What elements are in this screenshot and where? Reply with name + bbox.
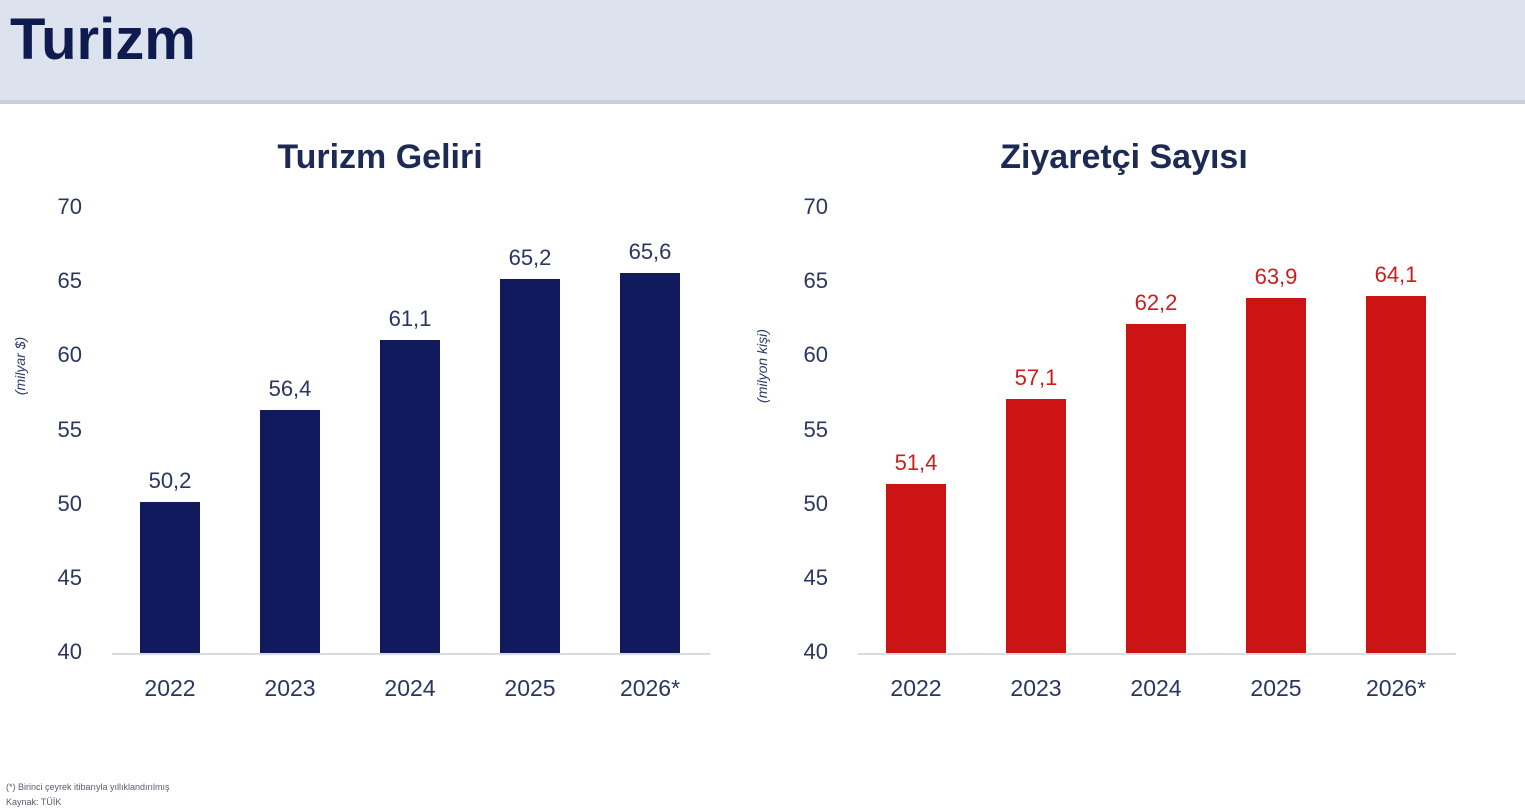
y-tick-label: 45 [803, 564, 828, 590]
bar-2025 [1246, 298, 1306, 653]
x-tick-label: 2025 [1250, 675, 1302, 701]
data-label: 64,1 [1374, 261, 1418, 287]
bar-2026 [620, 273, 680, 653]
y-axis-label: (milyon kişi) [754, 329, 770, 403]
x-tick-label: 2022 [144, 675, 196, 701]
data-label: 63,9 [1254, 264, 1298, 290]
x-tick-label: 2024 [384, 675, 436, 701]
y-tick-label: 55 [57, 416, 82, 442]
x-tick-label: 2022 [890, 675, 942, 701]
page-header: Turizm [0, 0, 1525, 104]
y-tick-label: 50 [57, 490, 82, 516]
bar-2024 [1126, 323, 1186, 653]
y-tick-label: 50 [803, 490, 828, 516]
y-tick-label: 45 [57, 564, 82, 590]
y-tick-label: 60 [803, 342, 828, 368]
page-title: Turizm [10, 7, 196, 72]
data-label: 62,2 [1134, 289, 1178, 315]
y-tick-label: 55 [803, 416, 828, 442]
chart-visitor-count: Ziyaretçi Sayısı (milyon kişi) 70 65 60 55 5… [746, 110, 1486, 750]
bar-2024 [380, 340, 440, 653]
data-label: 56,4 [268, 375, 312, 401]
x-tick-label: 2023 [264, 675, 316, 701]
data-label: 65,6 [628, 239, 672, 265]
bar-2023 [260, 409, 320, 653]
y-tick-label: 65 [57, 268, 82, 294]
bar-2025 [500, 279, 560, 653]
x-tick-label: 2026* [619, 675, 681, 701]
y-tick-label: 65 [803, 268, 828, 294]
x-tick-label: 2024 [1130, 675, 1182, 701]
footnote: (*) Birinci çeyrek itibarıyla yıllıkland… [6, 782, 170, 792]
data-label: 50,2 [148, 467, 192, 493]
data-label: 65,2 [508, 245, 552, 271]
y-axis-label: (milyar $) [12, 336, 28, 396]
y-tick-label: 60 [57, 342, 82, 368]
source-note: Kaynak: TÜİK [6, 797, 62, 807]
data-label: 51,4 [894, 449, 938, 475]
bar-2026 [1366, 295, 1426, 653]
x-tick-label: 2026* [1365, 675, 1427, 701]
chart-tourism-revenue: Turizm Geliri (milyar $) 70 65 60 55 50 45 40 … [0, 110, 740, 750]
data-label: 57,1 [1014, 365, 1058, 391]
y-tick-label: 70 [803, 194, 828, 219]
y-tick-label: 70 [57, 194, 82, 219]
bar-2023 [1006, 399, 1066, 653]
y-tick-label: 40 [803, 639, 828, 664]
x-tick-label: 2023 [1010, 675, 1062, 701]
y-tick-label: 40 [57, 639, 82, 664]
chart-title: Turizm Geliri [277, 138, 483, 176]
chart-title: Ziyaretçi Sayısı [1000, 138, 1248, 176]
x-axis-baseline [858, 653, 1456, 655]
bar-2022 [886, 483, 946, 653]
data-label: 61,1 [388, 306, 432, 332]
bar-2022 [140, 501, 200, 653]
x-axis-baseline [112, 653, 710, 655]
x-tick-label: 2025 [504, 675, 556, 701]
